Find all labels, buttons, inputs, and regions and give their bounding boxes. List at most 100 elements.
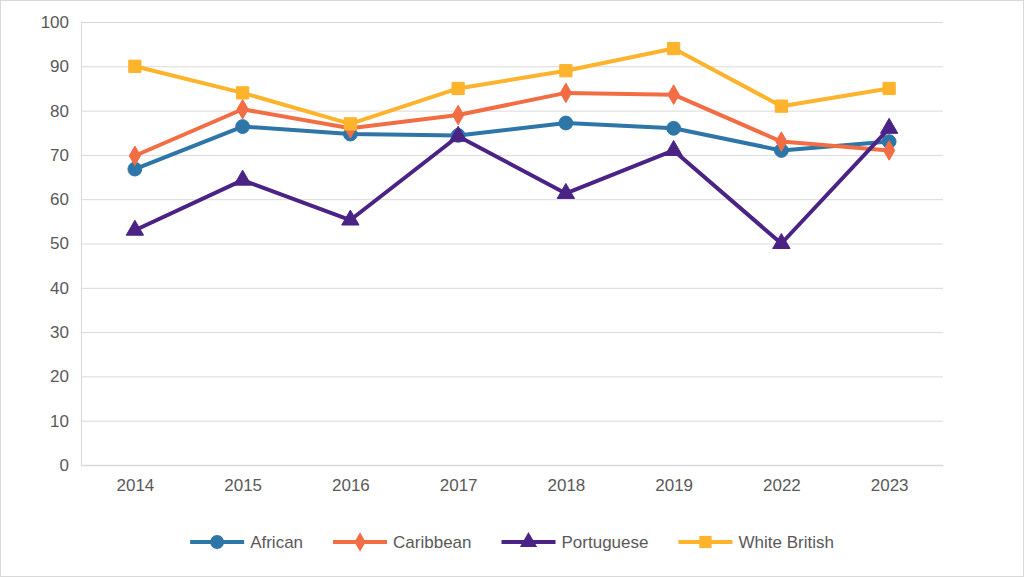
grid-line (81, 244, 943, 245)
y-axis: 0 10 20 30 40 50 60 70 80 90 100 (41, 13, 943, 475)
y-tick-label: 30 (50, 323, 69, 342)
marker (557, 183, 574, 198)
marker (129, 60, 141, 72)
y-tick-label: 10 (50, 412, 69, 431)
y-tick: 40 (50, 279, 943, 298)
legend-swatch-marker (210, 535, 224, 549)
series (129, 42, 895, 130)
y-tick: 0 (60, 456, 943, 475)
marker (883, 82, 895, 94)
marker (129, 146, 140, 166)
grid-line (81, 66, 943, 67)
marker (880, 118, 897, 133)
marker (234, 170, 251, 185)
marker (345, 119, 356, 139)
legend-item: Caribbean (333, 532, 471, 552)
marker (237, 87, 249, 99)
y-tick: 30 (50, 323, 943, 342)
legend-label: Portuguese (562, 533, 649, 552)
x-tick-label: 2015 (224, 476, 262, 495)
legend-label: White British (738, 533, 833, 552)
series (129, 83, 895, 165)
x-tick-label: 2023 (871, 476, 909, 495)
marker (773, 233, 790, 248)
marker (559, 116, 573, 130)
grid-line (81, 22, 943, 23)
y-tick: 20 (50, 367, 943, 386)
marker (667, 121, 681, 135)
legend: African Caribbean Portuguese White British (190, 532, 834, 552)
y-tick: 90 (50, 57, 943, 76)
legend-swatch-marker (354, 532, 365, 552)
plot: 0102030405060708090100201420152016201720… (41, 13, 944, 495)
y-tick-label: 90 (50, 57, 69, 76)
series-line (135, 93, 889, 156)
y-tick: 80 (50, 102, 943, 121)
marker (342, 210, 359, 225)
grid-line (81, 421, 943, 422)
marker (668, 42, 680, 54)
series-line (135, 49, 889, 124)
marker (560, 83, 571, 103)
y-tick: 100 (41, 13, 943, 32)
x-tick: 2023 (871, 465, 909, 495)
legend-item: White British (678, 533, 833, 552)
x-tick: 2014 (116, 465, 154, 495)
legend-swatch-marker (699, 536, 711, 548)
frame (1, 1, 1024, 577)
grid-line (81, 288, 943, 289)
y-tick-label: 0 (60, 456, 69, 475)
x-tick-label: 2022 (763, 476, 801, 495)
grid-line (81, 111, 943, 112)
marker (665, 140, 682, 155)
x-tick: 2015 (224, 465, 262, 495)
series-area (126, 42, 898, 248)
x-tick-label: 2018 (547, 476, 585, 495)
marker (237, 100, 248, 120)
marker (452, 105, 463, 125)
legend-item: Portuguese (502, 532, 649, 552)
x-axis: 2014 2015 2016 2017 2018 2019 2022 2023 (82, 465, 944, 495)
x-tick: 2022 (763, 465, 801, 495)
marker (452, 82, 464, 94)
marker (449, 126, 466, 141)
marker (668, 85, 679, 105)
y-tick-label: 20 (50, 367, 69, 386)
legend-swatch-marker (520, 532, 537, 547)
x-tick: 2018 (547, 465, 585, 495)
marker (236, 120, 250, 134)
grid-line (81, 155, 943, 156)
y-tick-label: 50 (50, 234, 69, 253)
x-tick-label: 2017 (440, 476, 478, 495)
marker (776, 132, 787, 152)
y-tick-label: 70 (50, 146, 69, 165)
grid-line (81, 332, 943, 333)
marker (883, 141, 894, 161)
x-tick: 2017 (440, 465, 478, 495)
marker (126, 220, 143, 235)
y-tick: 50 (50, 234, 943, 253)
series (126, 118, 898, 248)
y-tick-label: 60 (50, 190, 69, 209)
x-tick-label: 2016 (332, 476, 370, 495)
marker (560, 65, 572, 77)
y-tick-label: 100 (41, 13, 69, 32)
marker (775, 100, 787, 112)
y-tick-label: 40 (50, 279, 69, 298)
grid-line (81, 376, 943, 377)
chart: 0102030405060708090100201420152016201720… (0, 0, 1024, 577)
legend-label: African (250, 533, 303, 552)
marker (344, 118, 356, 130)
x-tick: 2019 (655, 465, 693, 495)
x-tick-label: 2019 (655, 476, 693, 495)
legend-item: African (190, 533, 303, 552)
x-tick: 2016 (332, 465, 370, 495)
legend-label: Caribbean (393, 533, 471, 552)
y-tick-label: 80 (50, 102, 69, 121)
y-tick: 10 (50, 412, 943, 431)
series-line (135, 128, 889, 243)
grid-line (81, 199, 943, 200)
x-tick-label: 2014 (116, 476, 154, 495)
x-axis-line (82, 465, 944, 467)
grid-line (81, 465, 943, 466)
